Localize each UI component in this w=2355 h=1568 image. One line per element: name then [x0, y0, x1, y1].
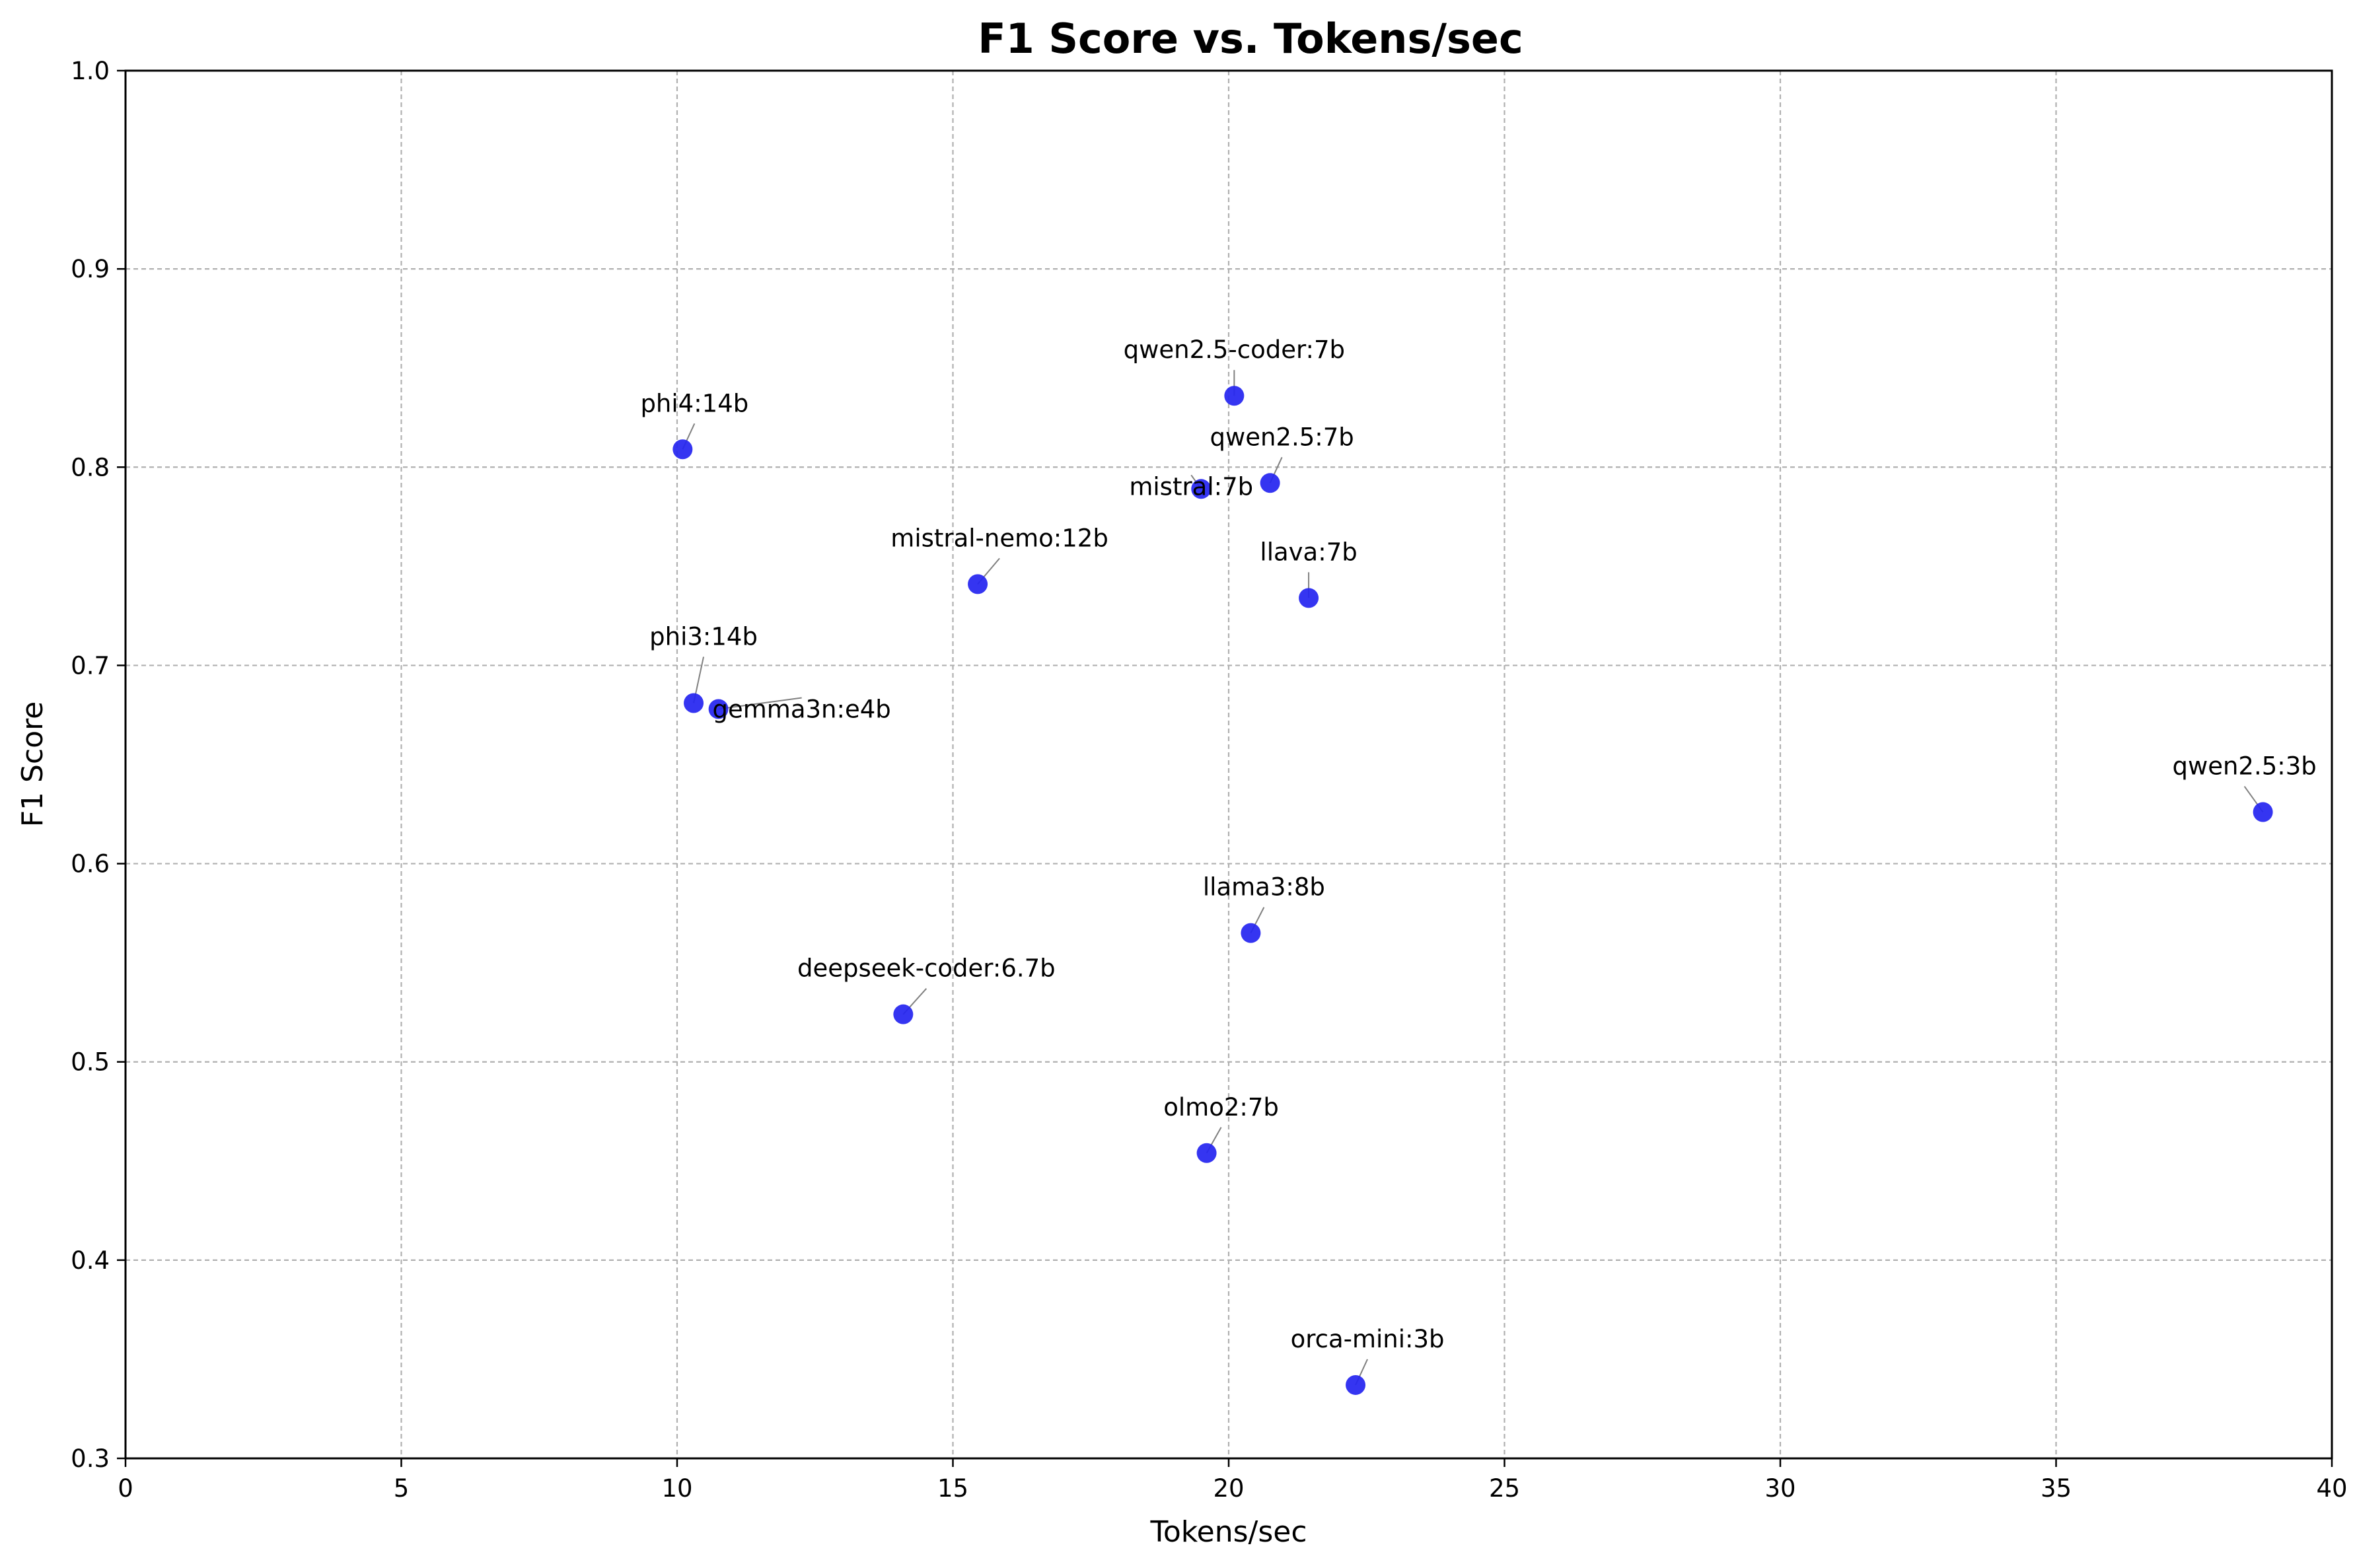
data-point	[1191, 479, 1212, 499]
data-point	[1241, 923, 1261, 943]
data-point	[1346, 1374, 1366, 1395]
data-point	[684, 693, 704, 713]
y-tick-label: 0.7	[71, 651, 110, 680]
y-tick-label: 1.0	[71, 57, 110, 85]
chart-title: F1 Score vs. Tokens/sec	[978, 15, 1523, 63]
data-point	[893, 1004, 914, 1024]
data-point	[968, 574, 988, 594]
axis-ticks: 0 5 10 15 20 25 30 35 40 0.3 0.4 0.5 0.6 0.7 0.8 0.9 1.0	[71, 57, 2347, 1503]
y-tick-label: 0.9	[71, 255, 110, 283]
point-label: phi3:14b	[649, 622, 758, 651]
x-tick-label: 10	[661, 1474, 692, 1503]
y-tick-label: 0.8	[71, 453, 110, 481]
data-point	[2253, 802, 2273, 822]
leader-line	[718, 697, 802, 710]
point-label: llama3:8b	[1203, 873, 1325, 902]
x-tick-label: 5	[394, 1474, 410, 1503]
y-axis-label: F1 Score	[16, 701, 50, 828]
y-tick-label: 0.4	[71, 1246, 110, 1275]
point-label: llava:7b	[1260, 538, 1357, 566]
x-tick-label: 30	[1764, 1474, 1795, 1503]
point-label: phi4:14b	[640, 389, 748, 417]
data-point	[708, 699, 729, 719]
data-point	[672, 439, 693, 460]
y-tick-label: 0.3	[71, 1444, 110, 1473]
data-point	[1260, 473, 1280, 493]
y-tick-label: 0.5	[71, 1048, 110, 1077]
point-label: qwen2.5:7b	[1210, 423, 1354, 451]
point-label: olmo2:7b	[1163, 1093, 1279, 1122]
point-label: orca-mini:3b	[1291, 1325, 1445, 1353]
point-label: mistral-nemo:12b	[890, 524, 1108, 552]
x-tick-label: 20	[1213, 1474, 1244, 1503]
x-tick-label: 25	[1489, 1474, 1520, 1503]
x-tick-label: 40	[2316, 1474, 2347, 1503]
point-label: gemma3n:e4b	[712, 695, 890, 723]
grid	[126, 71, 2332, 1458]
data-point	[1224, 386, 1245, 406]
point-label: deepseek-coder:6.7b	[797, 954, 1056, 983]
point-labels: qwen2.5-coder:7b phi4:14b qwen2.5:7b mistra…	[640, 336, 2316, 1353]
data-points	[672, 386, 2273, 1395]
data-point	[1196, 1143, 1217, 1163]
y-tick-label: 0.6	[71, 850, 110, 878]
x-tick-label: 15	[937, 1474, 968, 1503]
x-axis-label: Tokens/sec	[1149, 1515, 1307, 1549]
point-label: qwen2.5-coder:7b	[1124, 336, 1345, 364]
x-tick-label: 35	[2041, 1474, 2072, 1503]
point-label: mistral:7b	[1129, 472, 1253, 501]
point-label: qwen2.5:3b	[2172, 752, 2316, 781]
axes-frame	[124, 69, 2333, 1460]
data-point	[1299, 588, 1319, 608]
x-tick-label: 0	[118, 1474, 133, 1503]
